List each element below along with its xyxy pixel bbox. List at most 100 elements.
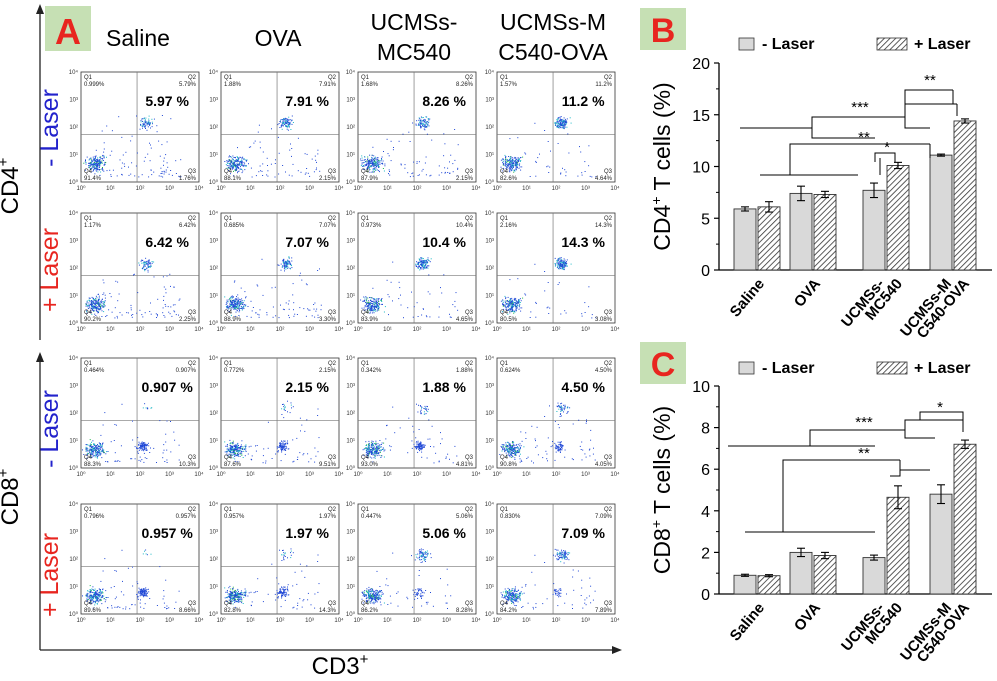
scatter-dot [565, 171, 567, 173]
scatter-dot [509, 308, 511, 310]
scatter-dot [420, 268, 422, 270]
scatter-dot [508, 302, 510, 304]
scatter-dot [507, 160, 509, 162]
scatter-dot [377, 446, 379, 447]
scatter-dot [241, 451, 243, 452]
scatter-dot [427, 265, 429, 267]
scatter-dot [236, 296, 237, 298]
scatter-dot [577, 175, 579, 177]
scatter-dot [421, 117, 423, 119]
scatter-dot [232, 443, 234, 445]
scatter-dot [165, 441, 167, 443]
scatter-dot [292, 439, 294, 441]
x-tick-label: 10⁰ [216, 471, 226, 478]
scatter-dot [100, 596, 102, 598]
quadrant-percent-highlight: 6.42 % [145, 234, 189, 250]
scatter-dot [513, 444, 515, 446]
scatter-dot [514, 311, 516, 313]
scatter-dot [422, 168, 424, 170]
scatter-dot [558, 265, 560, 267]
scatter-dot [427, 267, 429, 269]
scatter-dot [285, 171, 286, 173]
scatter-dot [508, 163, 510, 165]
scatter-dot [426, 126, 428, 128]
scatter-dot [423, 446, 425, 448]
scatter-dot [518, 301, 520, 303]
superscript-plus: + [0, 468, 12, 477]
scatter-dot [99, 156, 101, 158]
scatter-dot [554, 124, 556, 126]
scatter-dot [422, 123, 424, 125]
scatter-dot [505, 160, 507, 162]
scatter-dot [566, 122, 568, 124]
scatter-dot [164, 461, 166, 462]
y-tick-label: 10³ [485, 239, 494, 245]
scatter-dot [258, 124, 260, 126]
scatter-dot [241, 309, 243, 311]
scatter-dot [95, 297, 97, 299]
scatter-dot [101, 168, 103, 170]
scatter-dot [419, 259, 420, 261]
scatter-dot [284, 406, 286, 408]
scatter-dot [370, 307, 372, 309]
scatter-dot [256, 284, 258, 286]
scatter-dot [364, 305, 366, 307]
scatter-dot [416, 446, 418, 448]
scatter-dot [226, 454, 228, 456]
scatter-dot [364, 165, 366, 167]
scatter-dot [229, 439, 231, 441]
scatter-dot [287, 266, 289, 268]
scatter-dot [143, 261, 145, 263]
scatter-dot [281, 414, 283, 415]
scatter-dot [234, 280, 236, 282]
scatter-dot [372, 162, 374, 164]
scatter-dot [564, 126, 566, 128]
scatter-dot [366, 454, 368, 456]
scatter-dot [99, 160, 101, 162]
scatter-dot [280, 460, 282, 462]
quadrant-percent: 90.8% [500, 462, 518, 468]
scatter-dot [258, 314, 260, 316]
scatter-dot [549, 307, 551, 309]
scatter-dot [516, 307, 518, 309]
scatter-dot [380, 300, 382, 302]
scatter-dot [229, 448, 231, 450]
scatter-dot [237, 163, 239, 165]
scatter-dot [514, 457, 516, 459]
scatter-dot [511, 449, 513, 451]
scatter-dot [560, 172, 562, 174]
scatter-dot [115, 596, 117, 598]
scatter-dot [284, 444, 286, 446]
scatter-dot [230, 173, 231, 175]
scatter-dot [515, 303, 517, 305]
scatter-dot [131, 314, 132, 316]
scatter-dot [150, 447, 151, 449]
scatter-dot [114, 307, 116, 309]
scatter-dot [514, 298, 516, 300]
scatter-dot [90, 596, 92, 598]
quadrant-label: Q4 [224, 169, 233, 175]
scatter-dot [146, 449, 148, 451]
scatter-dot [238, 164, 240, 166]
scatter-dots [224, 400, 320, 464]
scatter-dot [558, 444, 560, 446]
scatter-dot [242, 170, 244, 172]
scatter-dot [368, 450, 370, 452]
scatter-dot [242, 156, 244, 158]
scatter-dot [234, 445, 236, 447]
scatter-dot [373, 165, 375, 167]
scatter-dot [419, 122, 421, 124]
scatter-dots [85, 257, 181, 319]
scatter-dot [148, 118, 150, 120]
scatter-dot [291, 123, 293, 125]
scatter-dot [565, 312, 567, 314]
scatter-dot [178, 175, 180, 177]
scatter-dot [518, 167, 520, 169]
scatter-dot [121, 549, 123, 551]
scatter-dot [145, 262, 147, 264]
scatter-dot [93, 449, 95, 451]
scatter-dot [285, 445, 287, 447]
x-tick-label: 10⁰ [353, 471, 363, 478]
scatter-dot [560, 403, 562, 405]
scatter-dot [366, 167, 368, 169]
